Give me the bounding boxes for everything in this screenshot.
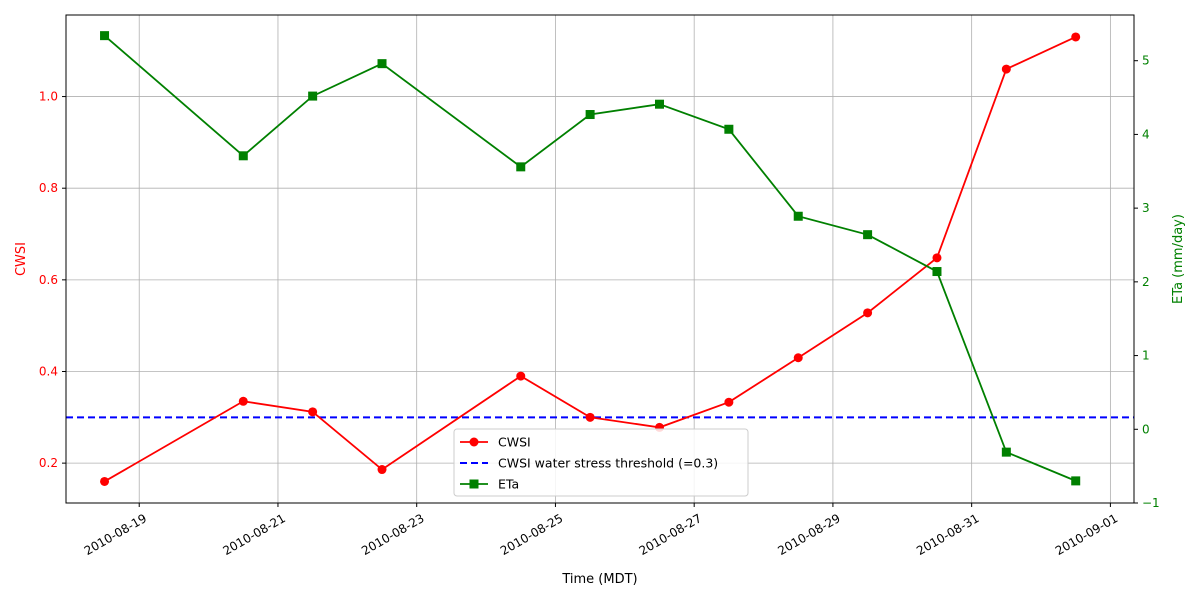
y-right-tick-label: 5 <box>1142 54 1150 68</box>
y-right-tick-label: 1 <box>1142 349 1150 363</box>
y-right-tick-label: −1 <box>1142 496 1160 510</box>
x-tick-label: 2010-08-21 <box>220 511 287 558</box>
series-layer <box>100 31 1081 486</box>
plot-frame <box>65 14 1135 504</box>
eta-point <box>308 91 318 101</box>
cwsi-point <box>932 253 942 263</box>
x-tick-label: 2010-08-31 <box>914 511 981 558</box>
eta-point <box>100 31 110 41</box>
eta-point <box>654 99 664 109</box>
cwsi-point <box>1001 64 1011 74</box>
cwsi-point <box>377 465 387 475</box>
eta-point <box>377 59 387 69</box>
x-tick-label: 2010-09-01 <box>1053 511 1120 558</box>
y-left-tick-label: 0.4 <box>39 364 58 378</box>
cwsi-point <box>585 412 595 422</box>
cwsi-point <box>724 397 734 407</box>
y-left-tick-label: 0.2 <box>39 456 58 470</box>
legend-label: CWSI <box>498 435 531 450</box>
eta-point <box>585 110 595 120</box>
eta-point <box>863 230 873 240</box>
y-left-tick-label: 0.8 <box>39 181 58 195</box>
x-tick-label: 2010-08-29 <box>775 511 842 558</box>
eta-point <box>793 211 803 221</box>
legend-box <box>453 428 749 497</box>
cwsi-point <box>793 353 803 363</box>
x-tick-label: 2010-08-19 <box>82 511 149 558</box>
eta-point <box>1001 447 1011 457</box>
eta-point <box>932 267 942 277</box>
legend-label: ETa <box>498 477 519 492</box>
cwsi-point <box>863 308 873 318</box>
cwsi-point <box>100 476 110 486</box>
eta-point <box>516 162 526 172</box>
cwsi-point <box>1071 32 1081 42</box>
legend: CWSI CWSI water stress threshold (=0.3) ET… <box>453 428 749 497</box>
y-right-tick-label: 3 <box>1142 201 1150 215</box>
legend-label: CWSI water stress threshold (=0.3) <box>498 456 718 471</box>
eta-point <box>724 124 734 134</box>
y-axis-right-label: ETa (mm/day) <box>1171 214 1186 304</box>
y-axis-left-label: CWSI <box>14 242 29 276</box>
x-tick-label: 2010-08-27 <box>637 511 704 558</box>
y-right-tick-label: 0 <box>1142 422 1150 436</box>
x-tick-label: 2010-08-25 <box>498 511 565 558</box>
y-right-tick-label: 4 <box>1142 127 1150 141</box>
y-left-tick-label: 0.6 <box>39 273 58 287</box>
legend-marker <box>469 437 479 447</box>
y-right-tick-label: 2 <box>1142 275 1150 289</box>
cwsi-point <box>516 371 526 381</box>
x-tick-label: 2010-08-23 <box>359 511 426 558</box>
cwsi-point <box>238 396 248 406</box>
eta-point <box>238 151 248 161</box>
legend-marker <box>469 479 479 489</box>
eta-point <box>1071 476 1081 486</box>
cwsi-point <box>308 407 318 417</box>
x-axis-label: Time (MDT) <box>561 572 637 587</box>
y-left-tick-label: 1.0 <box>39 90 58 104</box>
